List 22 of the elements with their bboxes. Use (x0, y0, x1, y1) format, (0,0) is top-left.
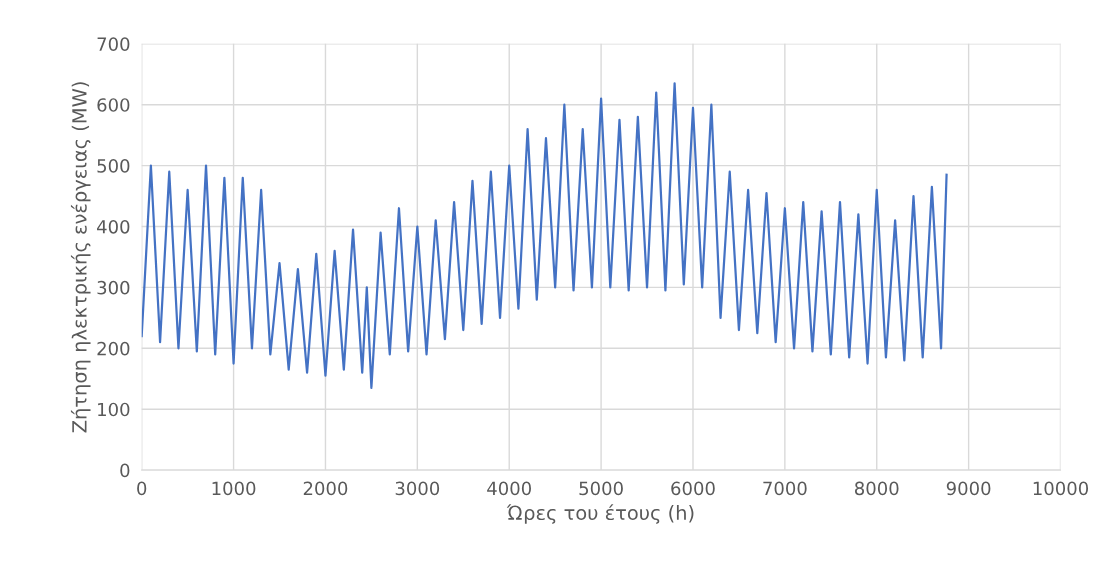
y-tick-label: 600 (97, 98, 130, 112)
x-tick-label: 8000 (854, 481, 899, 496)
y-tick-label: 200 (97, 341, 130, 356)
x-tick-label: 2000 (303, 481, 348, 496)
y-tick-label: 400 (97, 219, 130, 234)
x-tick-label: 10000 (1033, 481, 1089, 496)
y-tick-label: 300 (97, 280, 130, 295)
x-tick-label: 1000 (212, 481, 256, 496)
x-tick-label: 0 (137, 481, 147, 496)
y-tick-label: 0 (120, 463, 130, 478)
x-tick-label: 3000 (395, 481, 440, 496)
y-axis-title: Ζήτηση ηλεκτρικής ενέργειας (MW) (70, 82, 91, 433)
x-tick-label: 5000 (579, 481, 623, 496)
x-axis-title: Ώρες του έτους (h) (506, 504, 694, 524)
x-tick-label: 7000 (763, 481, 807, 496)
y-tick-label: 700 (97, 37, 130, 51)
x-tick-label: 9000 (946, 481, 991, 496)
x-tick-label: 6000 (671, 481, 715, 496)
x-tick-label: 4000 (487, 481, 531, 496)
y-tick-label: 500 (97, 159, 130, 173)
y-tick-label: 100 (98, 402, 130, 417)
line-series (141, 82, 948, 390)
